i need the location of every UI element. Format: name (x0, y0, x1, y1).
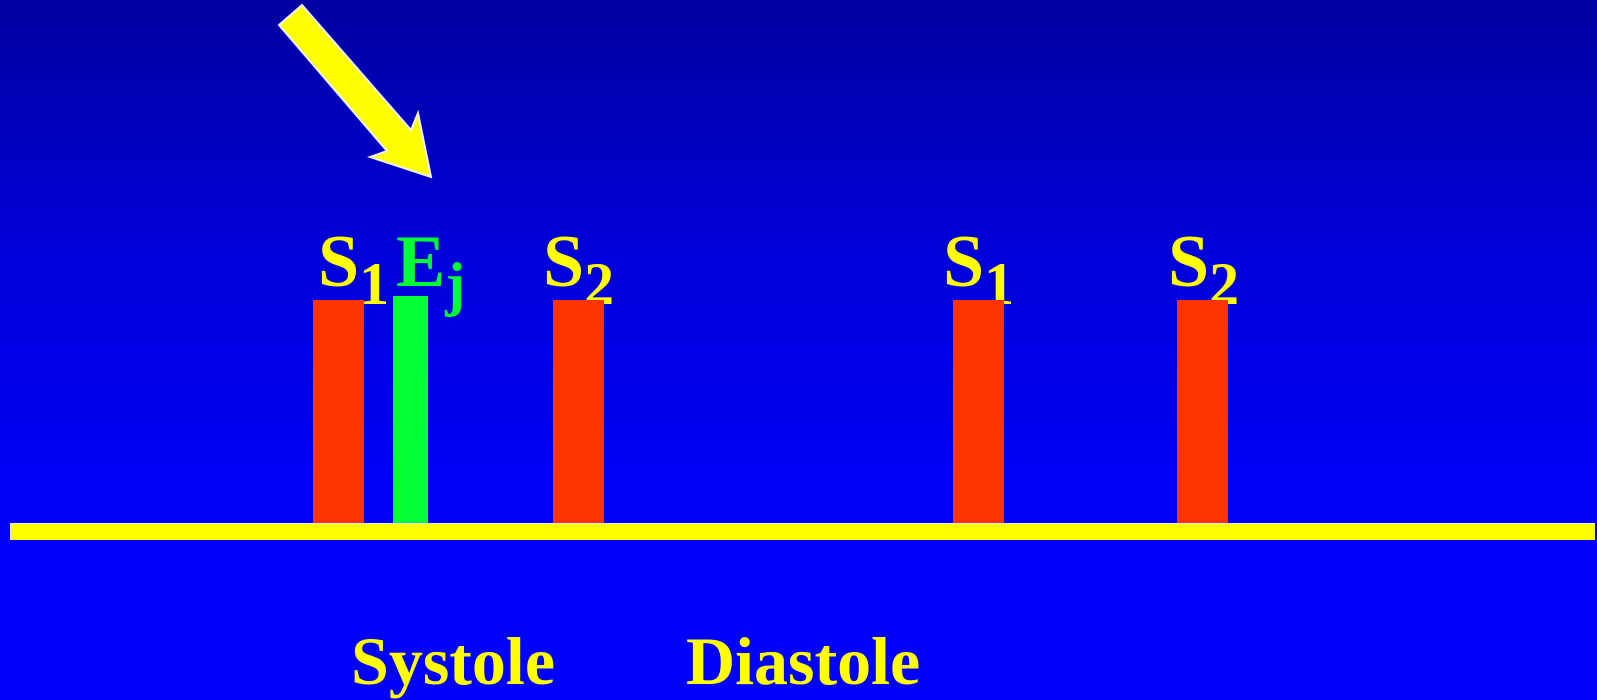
diastole-label: Diastole (686, 623, 921, 699)
s2-label-second: S2 (1168, 221, 1240, 317)
s1-label-second: S1 (943, 221, 1015, 317)
s2-bar-second (1177, 300, 1228, 523)
s2-label-first: S2 (543, 221, 615, 317)
s1-bar-second (953, 300, 1004, 523)
ejection-label: Ej (396, 221, 466, 317)
timeline-baseline (10, 523, 1595, 540)
s1-bar-first (313, 300, 364, 523)
pointer-arrow-icon (277, 3, 433, 179)
s2-bar-first (553, 300, 604, 523)
ejection-bar (393, 296, 428, 523)
systole-label: Systole (351, 623, 555, 699)
s1-label-first: S1 (318, 221, 390, 317)
